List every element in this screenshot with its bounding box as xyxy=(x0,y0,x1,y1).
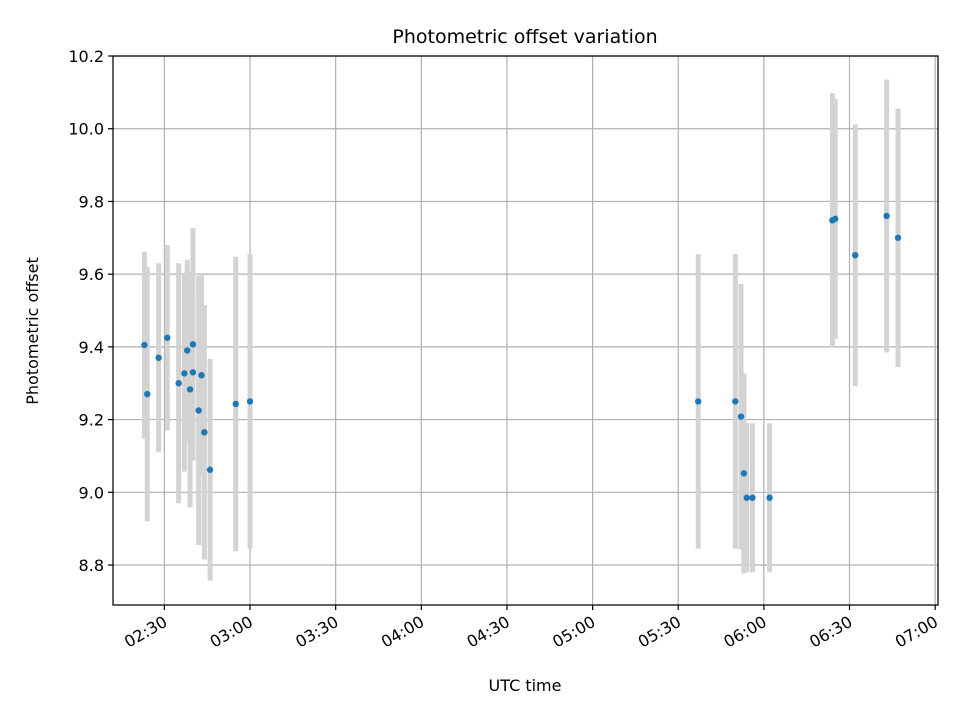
x-tick-label: 07:00 xyxy=(892,612,941,652)
x-tick-label: 06:00 xyxy=(720,612,769,652)
y-tick-label: 9.0 xyxy=(79,483,104,502)
y-tick-label: 10.2 xyxy=(68,47,104,66)
data-point xyxy=(749,494,756,501)
errorbar-layer xyxy=(141,79,901,581)
data-point xyxy=(766,494,773,501)
x-tick-label: 03:00 xyxy=(207,612,256,652)
y-tick-label: 9.2 xyxy=(79,411,104,430)
data-point xyxy=(232,400,239,408)
x-tick-label: 03:30 xyxy=(292,612,341,652)
data-point xyxy=(737,413,745,420)
data-point xyxy=(186,386,194,393)
plot-frame xyxy=(112,55,939,606)
x-tick-label: 04:00 xyxy=(378,612,427,652)
data-point xyxy=(181,370,188,377)
y-axis-label: Photometric offset xyxy=(23,257,42,405)
x-tick-label: 05:30 xyxy=(635,612,684,652)
data-point xyxy=(743,494,750,501)
data-point xyxy=(175,380,182,387)
chart-title: Photometric offset variation xyxy=(392,26,657,48)
data-point xyxy=(246,398,254,405)
x-tick-label: 05:00 xyxy=(549,612,598,652)
y-tick-label: 8.8 xyxy=(79,556,104,575)
data-point xyxy=(155,354,162,361)
x-axis-label: UTC time xyxy=(489,676,562,695)
data-point xyxy=(832,215,839,223)
data-point xyxy=(852,252,859,259)
data-point xyxy=(141,341,148,349)
data-point xyxy=(189,341,197,348)
y-tick-label: 10.0 xyxy=(68,120,104,139)
data-point xyxy=(695,398,702,405)
data-point xyxy=(184,347,191,354)
data-point xyxy=(189,369,197,376)
x-tick-label: 06:30 xyxy=(806,612,855,652)
y-tick-label: 9.8 xyxy=(79,192,104,211)
x-tick-label: 04:30 xyxy=(464,612,513,652)
data-point xyxy=(732,398,739,405)
data-point xyxy=(740,470,748,477)
data-point xyxy=(201,429,208,436)
data-point xyxy=(894,234,902,241)
x-tick-label: 02:30 xyxy=(121,612,170,652)
y-tick-label: 9.6 xyxy=(79,265,104,284)
data-point xyxy=(144,390,151,398)
data-point xyxy=(195,407,202,414)
data-point xyxy=(883,212,890,220)
data-point xyxy=(198,372,205,379)
point-layer xyxy=(141,212,902,501)
data-point xyxy=(206,466,214,473)
y-tick-label: 9.4 xyxy=(79,338,104,357)
data-point xyxy=(164,334,171,341)
